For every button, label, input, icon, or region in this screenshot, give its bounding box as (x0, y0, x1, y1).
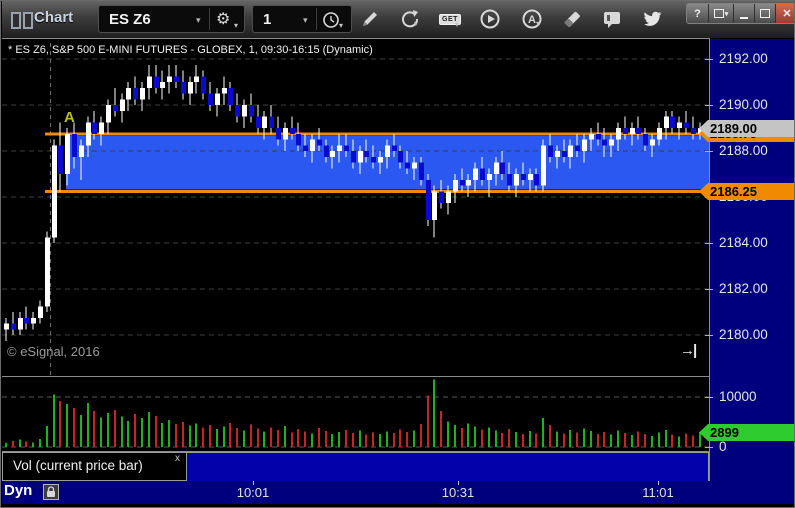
time-tick (458, 481, 459, 485)
study-titlebar-strip (187, 452, 709, 481)
time-tick-label: 10:01 (236, 485, 270, 500)
volume-chart (2, 379, 709, 448)
time-interval-clock-icon[interactable] (322, 11, 340, 29)
chevron-down-icon[interactable]: ▾ (234, 21, 239, 30)
chevron-down-icon[interactable]: ▾ (196, 15, 201, 25)
price-tick (705, 59, 713, 60)
current-volume-flag: 2899 (699, 424, 794, 441)
volume-tick-label: 10000 (719, 389, 757, 404)
dynamic-session-label[interactable]: Dyn (4, 482, 33, 499)
draw-pencil-icon[interactable] (357, 6, 383, 32)
eraser-icon[interactable] (559, 6, 585, 32)
price-tick-label: 2192.00 (719, 51, 768, 66)
volume-pane[interactable] (2, 378, 709, 451)
price-tick-label: 2180.00 (719, 327, 768, 342)
close-button[interactable]: ✕ (775, 4, 794, 23)
symbol-combo[interactable]: ES Z6 ▾ ⚙ ▾ (98, 5, 245, 33)
time-tick (253, 481, 254, 485)
price-tick (705, 289, 713, 290)
twitter-bird-icon[interactable] (639, 6, 665, 32)
comment-bubble-icon[interactable] (599, 6, 625, 32)
lock-icon[interactable] (43, 484, 59, 500)
minimize-button[interactable] (733, 4, 754, 23)
chart-window-icon (11, 12, 33, 29)
chevron-down-icon[interactable]: ▾ (303, 15, 308, 25)
volume-study-tab[interactable]: Vol (current price bar) x (2, 452, 187, 481)
copyright-text: © eSignal, 2016 (7, 344, 100, 359)
restore-menu-button[interactable]: ▾ (708, 4, 733, 23)
volume-tick (705, 397, 713, 398)
jump-to-latest-icon[interactable]: →| (680, 342, 697, 359)
price-tick-label: 2190.00 (719, 97, 768, 112)
interval-value: 1 (263, 10, 272, 28)
interval-combo[interactable]: 1 ▾ ▾ (252, 5, 352, 33)
price-tick-label: 2184.00 (719, 235, 768, 250)
annotation-a-label: A (64, 109, 75, 126)
play-replay-icon[interactable] (477, 6, 503, 32)
get-label: GET (439, 13, 461, 25)
candlestick-chart (2, 43, 709, 376)
window-controls: ? ▾ ✕ (686, 3, 794, 24)
price-tick-label: 2182.00 (719, 281, 768, 296)
price-tick (705, 105, 713, 106)
chevron-down-icon: ▾ (536, 19, 541, 28)
volume-tick (705, 447, 713, 448)
toolbar: Chart ES Z6 ▾ ⚙ ▾ 1 ▾ ▾ ▾ GET ▾ (2, 1, 794, 38)
time-tick-label: 11:01 (642, 485, 674, 500)
get-data-icon[interactable]: GET ▾ (437, 6, 463, 32)
close-study-icon[interactable]: x (175, 453, 180, 464)
time-axis[interactable] (2, 481, 710, 504)
symbol-value: ES Z6 (109, 10, 151, 28)
help-button[interactable]: ? (694, 7, 701, 20)
chevron-down-icon[interactable]: ▾ (339, 21, 344, 30)
price-tick (705, 151, 713, 152)
volume-study-tab-label: Vol (current price bar) (13, 458, 143, 473)
auto-annotate-icon[interactable]: A ▾ (519, 6, 545, 32)
chart-header: * ES Z6, S&P 500 E-MINI FUTURES - GLOBEX… (8, 44, 373, 56)
price-tick (705, 335, 713, 336)
symbol-settings-gear-icon[interactable]: ⚙ (216, 11, 231, 28)
price-tick (705, 243, 713, 244)
last-price-flag: 2189.00 (699, 119, 794, 137)
time-tick-label: 10:31 (441, 485, 475, 500)
price-tick-label: 2188.00 (719, 143, 768, 158)
time-tick (658, 481, 659, 485)
refresh-icon[interactable]: ▾ (397, 6, 423, 32)
maximize-button[interactable] (754, 4, 775, 23)
volume-tick-label: 0 (719, 439, 727, 454)
price-chart-pane[interactable]: * ES Z6, S&P 500 E-MINI FUTURES - GLOBEX… (2, 39, 709, 376)
chevron-down-icon: ▾ (414, 19, 419, 28)
window-title: Chart (34, 9, 74, 26)
svg-text:A: A (528, 14, 536, 26)
chevron-down-icon: ▾ (455, 20, 460, 29)
band-price-flag: 2186.25 (699, 182, 794, 200)
